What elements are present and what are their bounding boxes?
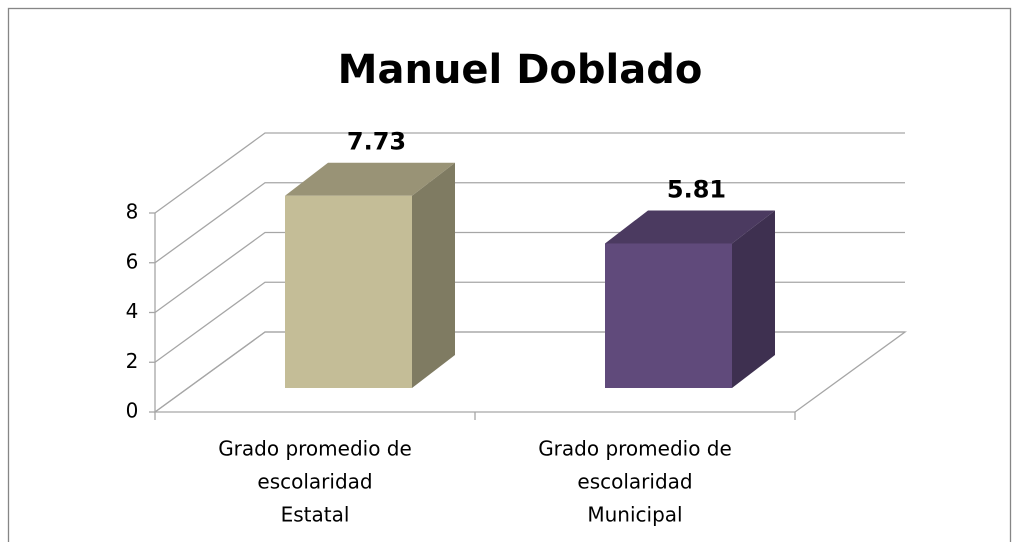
grid-line: [154, 182, 905, 264]
bar-side: [412, 162, 455, 388]
bar-side: [732, 210, 775, 388]
grid-line: [154, 231, 905, 314]
y-tick-label: 0: [126, 399, 139, 423]
x-tick-label: escolaridad: [577, 470, 692, 494]
value-label: 5.81: [667, 175, 726, 203]
bar: [605, 243, 732, 388]
x-tick-label: Estatal: [281, 503, 350, 527]
bar: [285, 195, 412, 388]
axis-wall: [154, 213, 907, 414]
bar-top: [285, 162, 455, 196]
x-tick-label: Municipal: [587, 503, 682, 527]
y-tick-label: 6: [126, 249, 139, 273]
grid-line: [154, 132, 905, 214]
chart-title: Manuel Doblado: [338, 47, 703, 93]
y-tick-label: 4: [126, 299, 139, 323]
bar-top: [605, 210, 775, 244]
y-tick-label: 8: [126, 200, 139, 224]
chart-border: [7, 7, 1012, 542]
grid-line: [154, 281, 905, 363]
grid-line: [154, 331, 905, 413]
x-tick-label: escolaridad: [257, 470, 372, 494]
x-tick-label: Grado promedio de: [538, 437, 732, 461]
value-label: 7.73: [347, 128, 406, 156]
x-tick-label: Grado promedio de: [218, 437, 412, 461]
y-tick-label: 2: [126, 349, 139, 373]
